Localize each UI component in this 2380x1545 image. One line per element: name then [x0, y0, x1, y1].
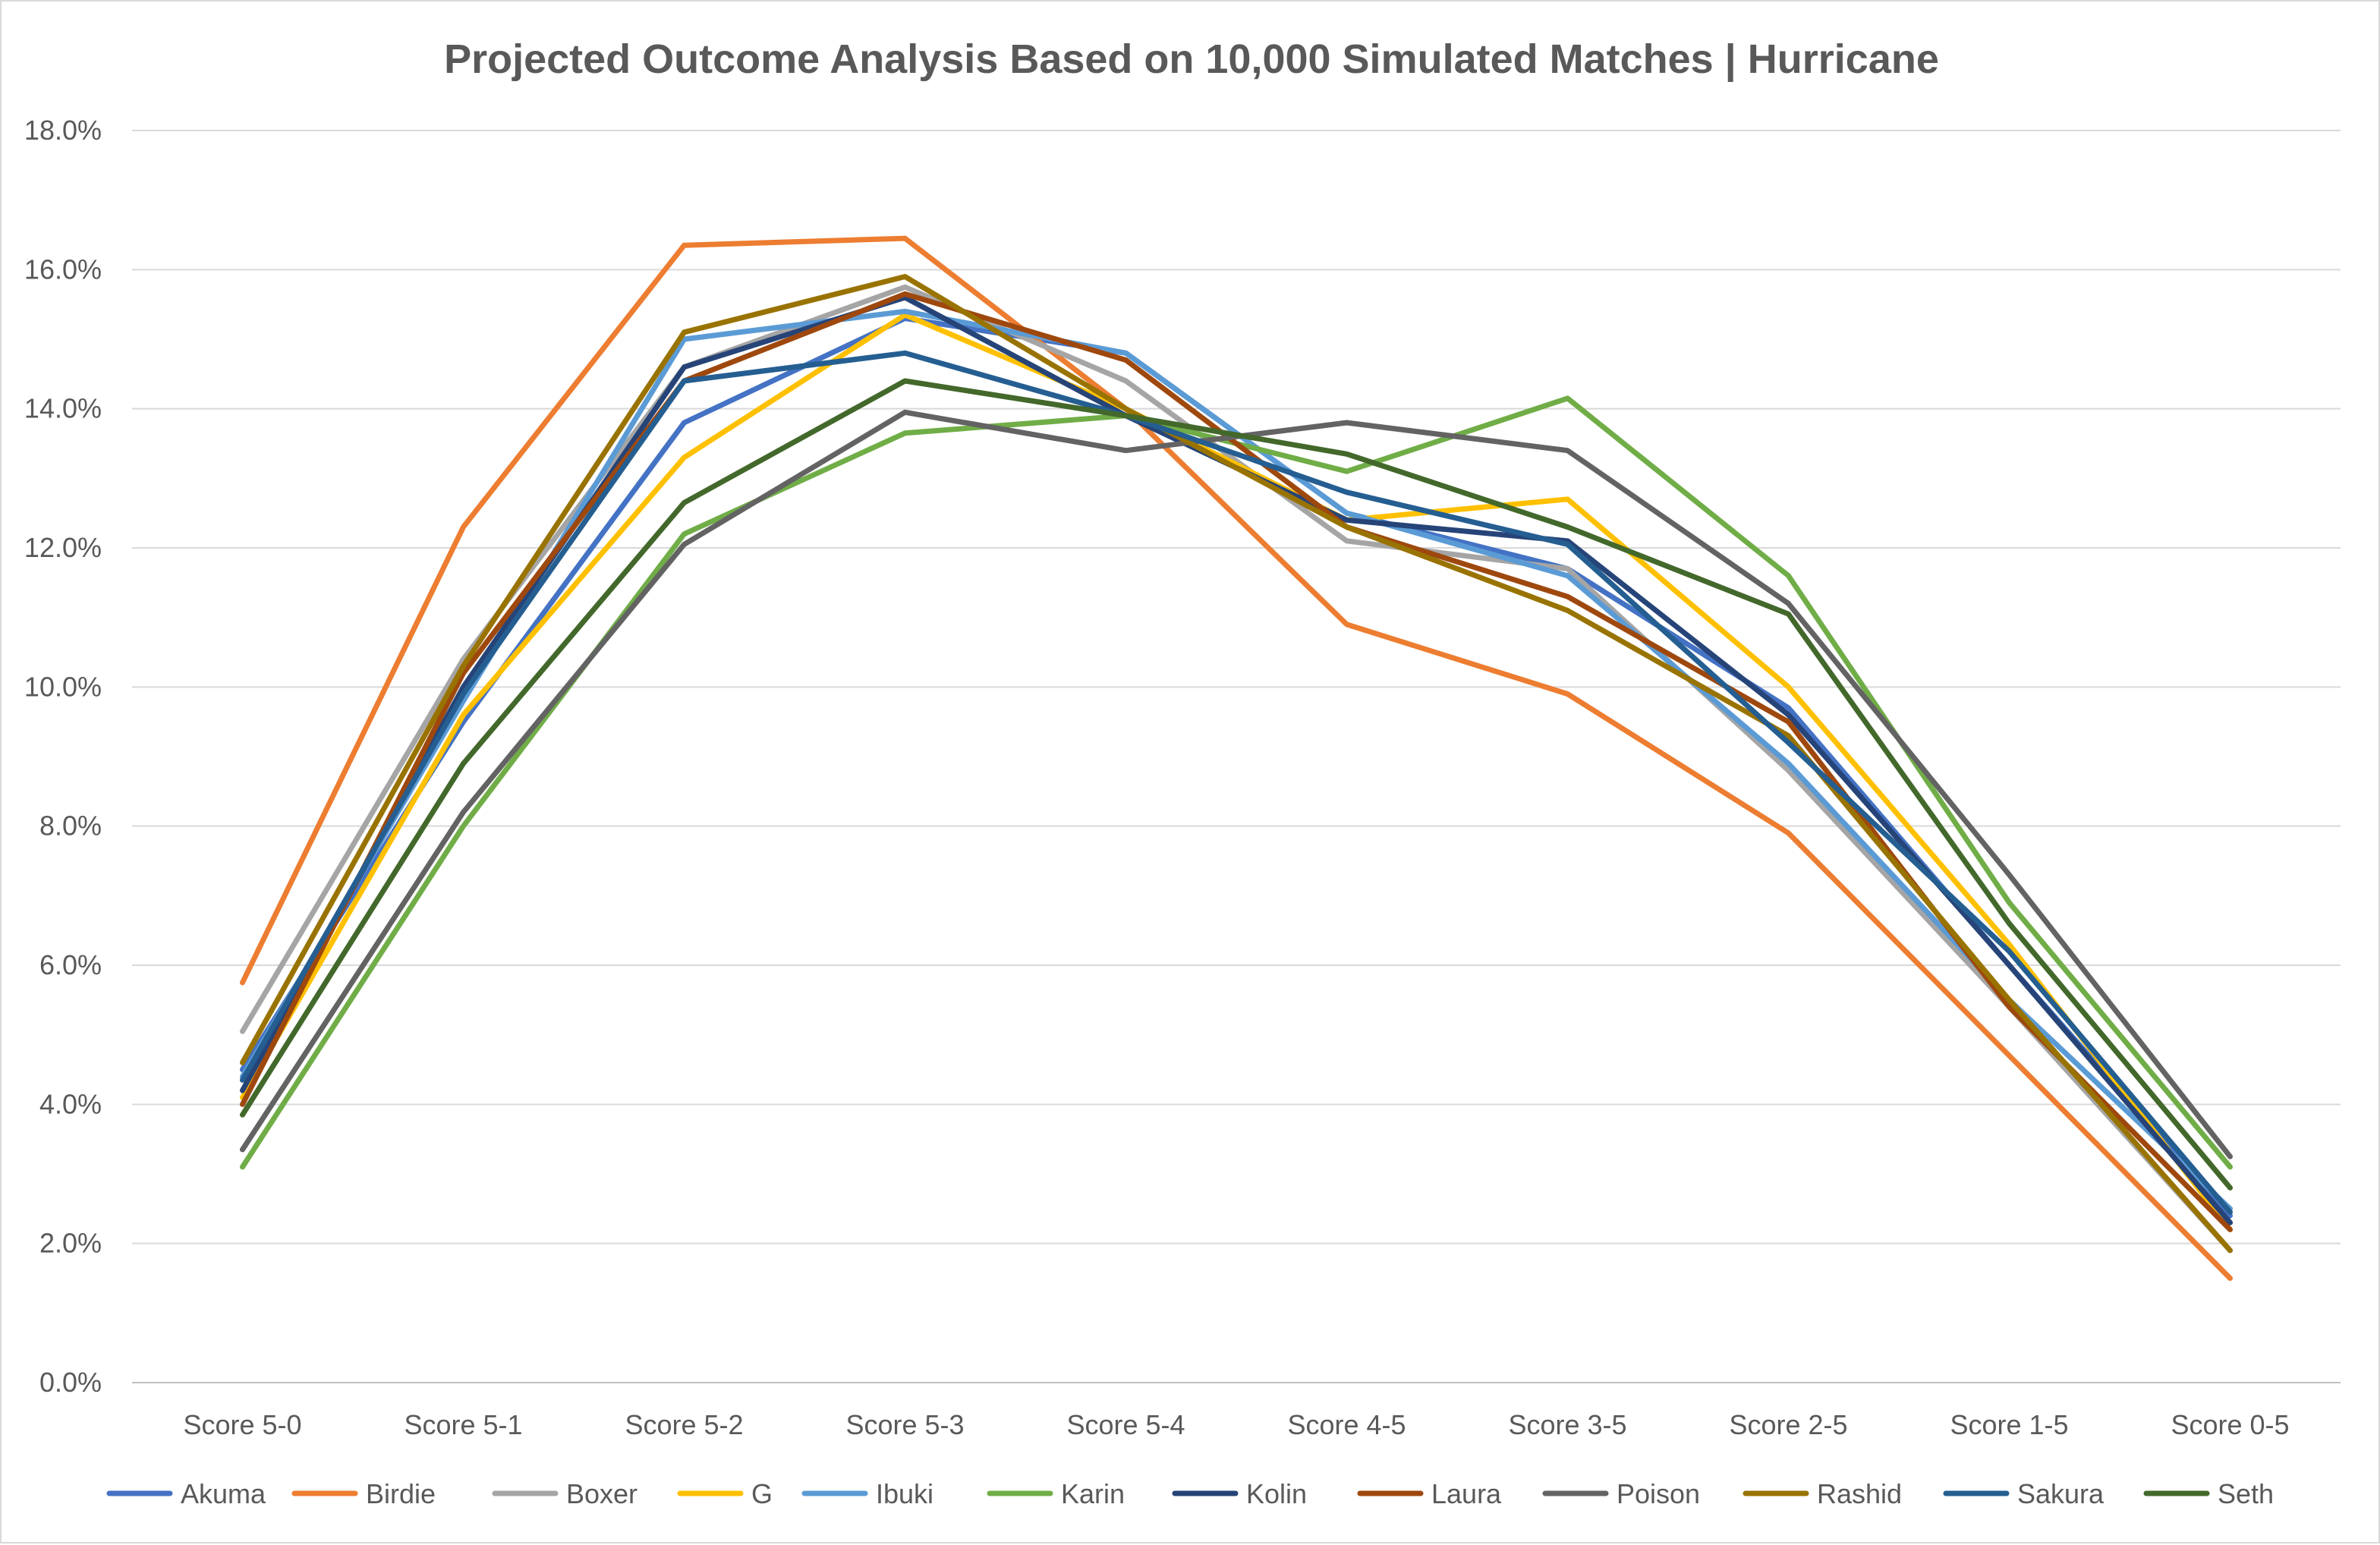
- legend-label: Ibuki: [876, 1478, 933, 1509]
- legend: Akuma Birdie Boxer G Ibuki Karin Kolin Laura Poi…: [106, 1478, 2274, 1509]
- legend-label: Birdie: [366, 1478, 436, 1509]
- legend-item: Poison: [1542, 1478, 1700, 1509]
- y-tick-label: 10.0%: [24, 671, 102, 702]
- y-tick-label: 4.0%: [39, 1088, 102, 1119]
- x-tick-label: Score 3-5: [1508, 1409, 1626, 1440]
- chart-title: Projected Outcome Analysis Based on 10,0…: [444, 36, 1939, 83]
- legend-label: Sakura: [2017, 1478, 2105, 1509]
- legend-item: Karin: [987, 1478, 1125, 1509]
- legend-item: Rashid: [1742, 1478, 1902, 1509]
- legend-item: Sakura: [1943, 1478, 2105, 1509]
- series-line-birdie: [240, 235, 2233, 1281]
- x-tick-label: Score 5-1: [404, 1409, 522, 1440]
- x-tick-label: Score 5-2: [625, 1409, 743, 1440]
- y-tick-label: 6.0%: [39, 949, 102, 980]
- legend-item: G: [677, 1478, 773, 1509]
- x-tick-label: Score 5-4: [1066, 1409, 1185, 1440]
- legend-label: Boxer: [566, 1478, 638, 1509]
- x-axis-tick-labels: Score 5-0 Score 5-1 Score 5-2 Score 5-3 Scor…: [183, 1409, 2289, 1440]
- legend-label: Poison: [1617, 1478, 1700, 1509]
- legend-item: Seth: [2143, 1478, 2274, 1509]
- y-axis-tick-labels: 0.0% 2.0% 4.0% 6.0% 8.0% 10.0% 12.0% 14.0% 16.0%…: [24, 115, 102, 1398]
- series-lines: [240, 235, 2233, 1281]
- x-tick-label: Score 4-5: [1287, 1409, 1406, 1440]
- x-tick-label: Score 2-5: [1729, 1409, 1847, 1440]
- legend-item: Akuma: [106, 1478, 266, 1509]
- legend-item: Boxer: [492, 1478, 638, 1509]
- x-tick-label: Score 0-5: [2171, 1409, 2289, 1440]
- gridlines: [132, 130, 2341, 1383]
- series-line-rashid: [240, 274, 2233, 1254]
- legend-label: Seth: [2218, 1478, 2274, 1509]
- legend-item: Ibuki: [801, 1478, 933, 1509]
- series-line-sakura: [240, 350, 2233, 1215]
- x-tick-label: Score 1-5: [1950, 1409, 2068, 1440]
- legend-item: Birdie: [291, 1478, 436, 1509]
- legend-label: Rashid: [1817, 1478, 1902, 1509]
- y-tick-label: 14.0%: [24, 393, 102, 424]
- series-line-boxer: [240, 284, 2233, 1254]
- legend-item: Kolin: [1172, 1478, 1307, 1509]
- y-tick-label: 16.0%: [24, 253, 102, 285]
- x-tick-label: Score 5-0: [183, 1409, 301, 1440]
- series-line-g: [240, 312, 2233, 1232]
- x-tick-label: Score 5-3: [845, 1409, 964, 1440]
- legend-label: Akuma: [181, 1478, 266, 1509]
- legend-label: Karin: [1061, 1478, 1125, 1509]
- legend-item: Laura: [1357, 1478, 1502, 1509]
- legend-label: G: [751, 1478, 773, 1509]
- series-line-seth: [240, 378, 2233, 1191]
- y-tick-label: 12.0%: [24, 532, 102, 563]
- y-tick-label: 8.0%: [39, 810, 102, 842]
- legend-label: Laura: [1431, 1478, 1502, 1509]
- y-tick-label: 18.0%: [24, 115, 102, 146]
- legend-label: Kolin: [1246, 1478, 1307, 1509]
- y-tick-label: 2.0%: [39, 1228, 102, 1259]
- y-tick-label: 0.0%: [39, 1367, 102, 1398]
